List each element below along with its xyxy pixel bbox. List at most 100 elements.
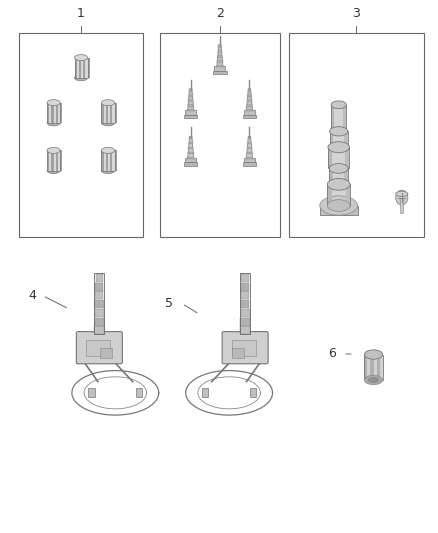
Bar (240, 318, 250, 326)
Bar (113, 103, 115, 123)
Ellipse shape (331, 101, 346, 109)
Bar (104, 150, 106, 171)
Bar (189, 142, 193, 144)
Bar (51, 150, 53, 171)
Ellipse shape (47, 167, 60, 174)
Ellipse shape (47, 120, 60, 126)
Bar (58, 150, 60, 171)
Bar (232, 348, 244, 358)
Bar (241, 300, 250, 308)
Bar (327, 184, 350, 206)
Ellipse shape (330, 127, 348, 136)
Bar (102, 150, 115, 171)
Text: 2: 2 (216, 7, 224, 20)
Ellipse shape (102, 100, 115, 106)
Bar (79, 58, 81, 78)
Bar (218, 50, 222, 53)
Ellipse shape (368, 377, 378, 383)
Ellipse shape (74, 75, 88, 81)
Bar (110, 150, 113, 171)
Bar (247, 109, 253, 111)
Bar (94, 327, 104, 334)
Bar (74, 58, 77, 78)
Bar (106, 103, 108, 123)
Bar (345, 147, 350, 168)
Bar (213, 71, 226, 75)
Bar (243, 163, 256, 166)
Bar (248, 90, 251, 92)
Bar (187, 109, 194, 111)
Bar (374, 354, 377, 380)
Bar (214, 66, 226, 71)
Bar (240, 309, 250, 317)
Bar (400, 198, 403, 214)
Bar (136, 389, 142, 397)
Bar (377, 354, 380, 380)
Text: 3: 3 (352, 7, 360, 20)
Bar (367, 354, 371, 380)
Text: 6: 6 (328, 348, 336, 360)
Bar (160, 33, 280, 237)
Bar (60, 150, 62, 171)
FancyBboxPatch shape (222, 332, 268, 364)
Bar (241, 274, 249, 282)
Bar (81, 58, 83, 78)
Text: 5: 5 (165, 297, 173, 310)
Bar (102, 150, 115, 171)
Bar (184, 163, 198, 166)
Bar (115, 103, 117, 123)
Ellipse shape (74, 54, 88, 61)
Bar (95, 309, 104, 317)
Bar (184, 115, 198, 118)
Bar (47, 150, 49, 171)
Bar (49, 150, 51, 171)
Bar (330, 131, 333, 147)
Bar (77, 58, 79, 78)
Bar (188, 99, 193, 102)
Ellipse shape (396, 191, 408, 197)
Bar (102, 150, 104, 171)
Bar (364, 354, 383, 380)
Ellipse shape (47, 147, 60, 154)
Circle shape (396, 190, 408, 205)
Bar (331, 105, 346, 131)
Bar (95, 292, 103, 300)
Bar (56, 150, 58, 171)
Bar (331, 105, 334, 131)
Bar (95, 318, 104, 326)
Ellipse shape (364, 375, 383, 385)
Bar (188, 152, 193, 154)
Bar (108, 150, 110, 171)
Bar (328, 147, 350, 168)
Bar (49, 103, 51, 123)
Bar (115, 150, 117, 171)
Bar (241, 292, 249, 300)
Bar (102, 103, 115, 123)
Bar (185, 158, 196, 163)
Bar (247, 142, 251, 144)
Bar (250, 389, 256, 397)
Bar (100, 348, 112, 358)
Bar (330, 131, 348, 147)
Bar (380, 354, 383, 380)
Bar (247, 147, 252, 149)
Bar (364, 354, 367, 380)
Bar (58, 103, 60, 123)
Bar (331, 105, 346, 131)
Bar (53, 103, 56, 123)
Bar (74, 58, 88, 78)
Bar (327, 184, 350, 206)
Bar (243, 115, 256, 118)
Bar (185, 110, 196, 115)
Bar (95, 282, 103, 290)
Polygon shape (217, 45, 223, 66)
Bar (83, 58, 85, 78)
Text: 1: 1 (77, 7, 85, 20)
Ellipse shape (327, 179, 350, 190)
Bar (47, 103, 49, 123)
Bar (19, 33, 143, 237)
Bar (188, 104, 193, 107)
Bar (320, 206, 357, 215)
Bar (47, 103, 60, 123)
Ellipse shape (102, 147, 115, 154)
